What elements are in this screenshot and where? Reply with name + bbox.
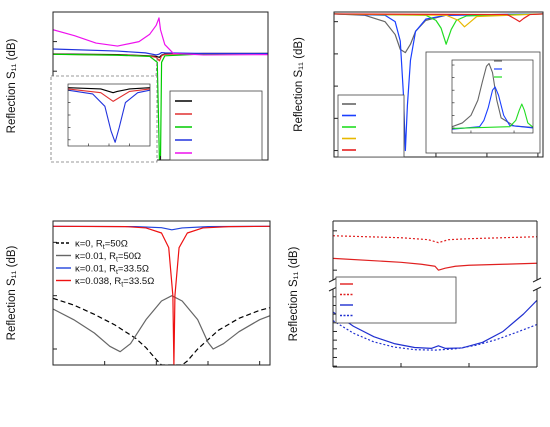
series-line-a-3 bbox=[53, 48, 268, 56]
legend-entry-c-main: κ=0, R bbox=[75, 239, 103, 250]
legend-entry-c-main: κ=0.01, R bbox=[75, 264, 116, 275]
legend-entry-c-tail: =33.5Ω bbox=[123, 276, 154, 287]
series-line-d-0 bbox=[333, 257, 537, 271]
inset-box-a bbox=[50, 75, 158, 163]
series-line-b-4 bbox=[334, 13, 543, 23]
panel-b: Reflection S₁₁ (dB) bbox=[293, 11, 544, 158]
series-line-d-1 bbox=[333, 235, 537, 244]
y-axis-label-d: Reflection S₁₁ (dB) bbox=[288, 246, 300, 341]
series-line-c-3 bbox=[53, 225, 270, 365]
inset-series-a-1 bbox=[68, 88, 150, 102]
axis-break-mark-d bbox=[532, 277, 542, 283]
legend-entry-c: κ=0.01, Rt=33.5Ω bbox=[75, 264, 149, 277]
y-axis-label-c: Reflection S₁₁ (dB) bbox=[6, 245, 18, 340]
plot-frame-c bbox=[52, 220, 271, 366]
series-line-b-1 bbox=[334, 13, 543, 152]
legend-entry-c-sub: t bbox=[103, 244, 105, 251]
inset-series-b-0 bbox=[452, 62, 533, 129]
series-line-d-3 bbox=[333, 320, 537, 351]
y-axis-label-a: Reflection S₁₁ (dB) bbox=[6, 38, 18, 133]
axis-break-mark-d bbox=[532, 286, 542, 292]
series-line-c-2 bbox=[53, 225, 270, 231]
legend-entry-c-sub: t bbox=[116, 257, 118, 264]
series-line-a-4 bbox=[53, 17, 268, 56]
inset-series-b-1 bbox=[452, 86, 533, 130]
inset-series-a-2 bbox=[68, 89, 150, 143]
legend-entry-c: κ=0.01, Rt=50Ω bbox=[75, 251, 141, 264]
legend-a bbox=[169, 90, 263, 161]
series-line-c-0 bbox=[53, 297, 270, 365]
series-line-a-2 bbox=[53, 52, 268, 160]
legend-entry-c-tail: =50Ω bbox=[105, 239, 128, 250]
series-line-b-0 bbox=[334, 13, 543, 54]
legend-d bbox=[335, 276, 457, 324]
legend-entry-c-tail: =50Ω bbox=[118, 251, 141, 262]
legend-entry-c-sub: t bbox=[121, 282, 123, 289]
panel-a: Reflection S₁₁ (dB) bbox=[6, 11, 269, 163]
series-line-b-3 bbox=[334, 13, 543, 28]
legend-entry-c-sub: t bbox=[116, 269, 118, 276]
series-line-c-1 bbox=[53, 295, 270, 353]
inset-series-a-0 bbox=[68, 87, 150, 94]
legend-entry-c: κ=0, Rt=50Ω bbox=[75, 239, 128, 252]
series-line-b-2 bbox=[334, 13, 543, 45]
series-line-d-2 bbox=[333, 299, 537, 349]
y-axis-label-b: Reflection S₁₁ (dB) bbox=[293, 37, 305, 132]
panel-d: Reflection S₁₁ (dB) bbox=[288, 220, 542, 368]
legend-b bbox=[337, 94, 405, 158]
legend-entry-c-main: κ=0.01, R bbox=[75, 251, 116, 262]
plot-frame-b bbox=[333, 11, 544, 158]
inset-series-b-2 bbox=[452, 103, 533, 130]
inset-frame-b bbox=[451, 59, 534, 134]
legend-entry-c-main: κ=0.038, R bbox=[75, 276, 121, 287]
inset-connector-a bbox=[155, 56, 158, 77]
legend-entry-c-tail: =33.5Ω bbox=[118, 264, 149, 275]
inset-box-b bbox=[425, 51, 541, 154]
legend-entry-c: κ=0.038, Rt=33.5Ω bbox=[75, 276, 154, 289]
